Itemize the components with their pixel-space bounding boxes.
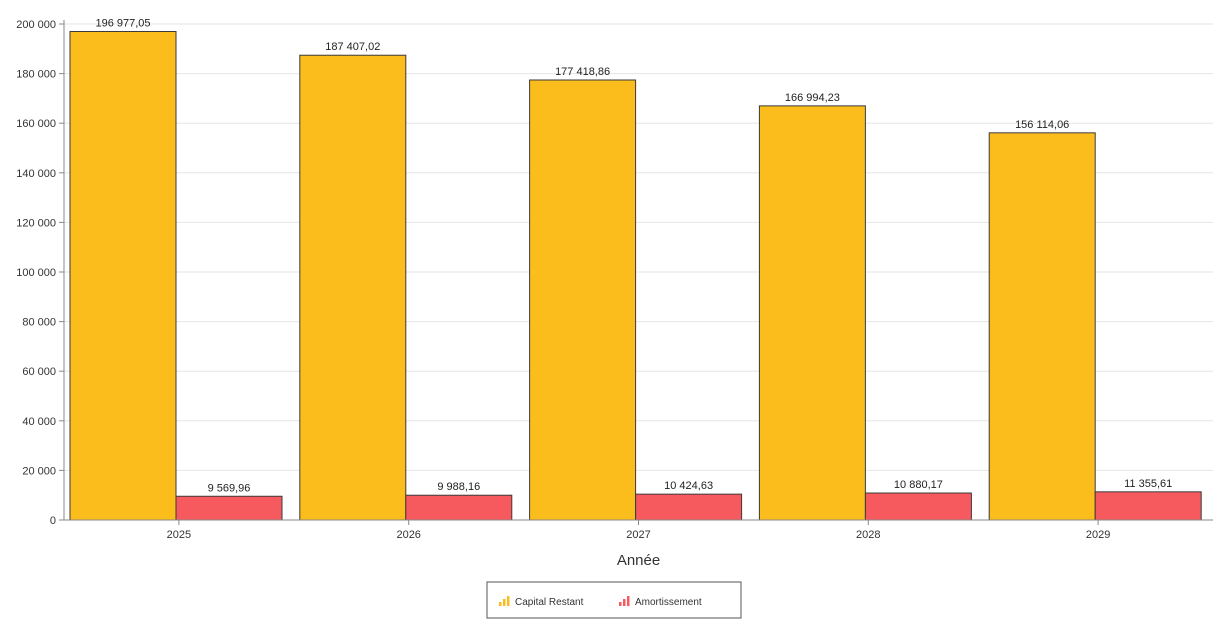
bar-capital-restant-2028: [758, 105, 866, 521]
y-tick-label: 100 000: [16, 267, 56, 279]
data-label: 10 880,17: [894, 479, 943, 491]
x-tick-label: 2025: [167, 529, 191, 541]
y-tick-label: 20 000: [22, 465, 56, 477]
legend-label-capital-restant: Capital Restant: [515, 597, 584, 608]
bar-chart-icon: [499, 596, 510, 606]
y-tick-label: 120 000: [16, 217, 56, 229]
x-tick-label: 2027: [626, 529, 650, 541]
legend-icon-bar: [623, 599, 626, 606]
legend-icon-bar: [627, 596, 630, 606]
data-label: 196 977,05: [95, 17, 150, 29]
y-tick-label: 140 000: [16, 168, 56, 180]
data-label: 177 418,86: [555, 66, 610, 78]
bar-amortissement-2029: [1094, 491, 1202, 521]
x-tick-label: 2028: [856, 529, 880, 541]
legend: Capital Restant Amortissement: [486, 581, 742, 619]
x-axis-title: Année: [617, 552, 660, 569]
y-axis-ticks: 0 20 000 40 000 60 000 80 000 100 000 120 000 1…: [16, 19, 64, 527]
data-label: 166 994,23: [785, 92, 840, 104]
x-tick-label: 2026: [396, 529, 420, 541]
bar-amortissement-2028: [864, 492, 972, 521]
y-tick-label: 180 000: [16, 69, 56, 81]
legend-label-amortissement: Amortissement: [635, 597, 702, 608]
bar-capital-restant-2025: [69, 30, 177, 521]
bar-amortissement-2025: [175, 495, 283, 521]
legend-icon-bar: [507, 596, 510, 606]
bar-capital-restant-2026: [299, 54, 407, 521]
data-label: 11 355,61: [1124, 478, 1172, 490]
y-tick-label: 40 000: [22, 416, 56, 428]
y-tick-label: 80 000: [22, 317, 56, 329]
bar-capital-restant-2029: [988, 132, 1096, 521]
y-tick-label: 60 000: [22, 366, 56, 378]
bar-capital-restant-2027: [529, 79, 637, 521]
bar-chart-icon: [619, 596, 630, 606]
data-label: 187 407,02: [325, 41, 380, 53]
x-tick-label: 2029: [1086, 529, 1110, 541]
legend-box: [486, 581, 742, 619]
bar-amortissement-2027: [635, 493, 743, 521]
bar-amortissement-2026: [405, 494, 513, 521]
legend-icon-bar: [619, 602, 622, 606]
y-tick-label: 0: [50, 515, 56, 527]
y-tick-label: 160 000: [16, 118, 56, 130]
x-axis-ticks: 2025 2026 2027 2028 2029: [167, 520, 1110, 541]
y-tick-label: 200 000: [16, 19, 56, 31]
data-label: 9 988,16: [437, 481, 480, 493]
data-label: 9 569,96: [208, 482, 251, 494]
bars: [69, 30, 1202, 521]
legend-icon-bar: [503, 599, 506, 606]
legend-icon-bar: [499, 602, 502, 606]
data-labels: 196 977,05 9 569,96 187 407,02 9 988,16 177 …: [95, 17, 1172, 494]
data-label: 156 114,06: [1015, 119, 1069, 131]
data-label: 10 424,63: [664, 480, 713, 492]
